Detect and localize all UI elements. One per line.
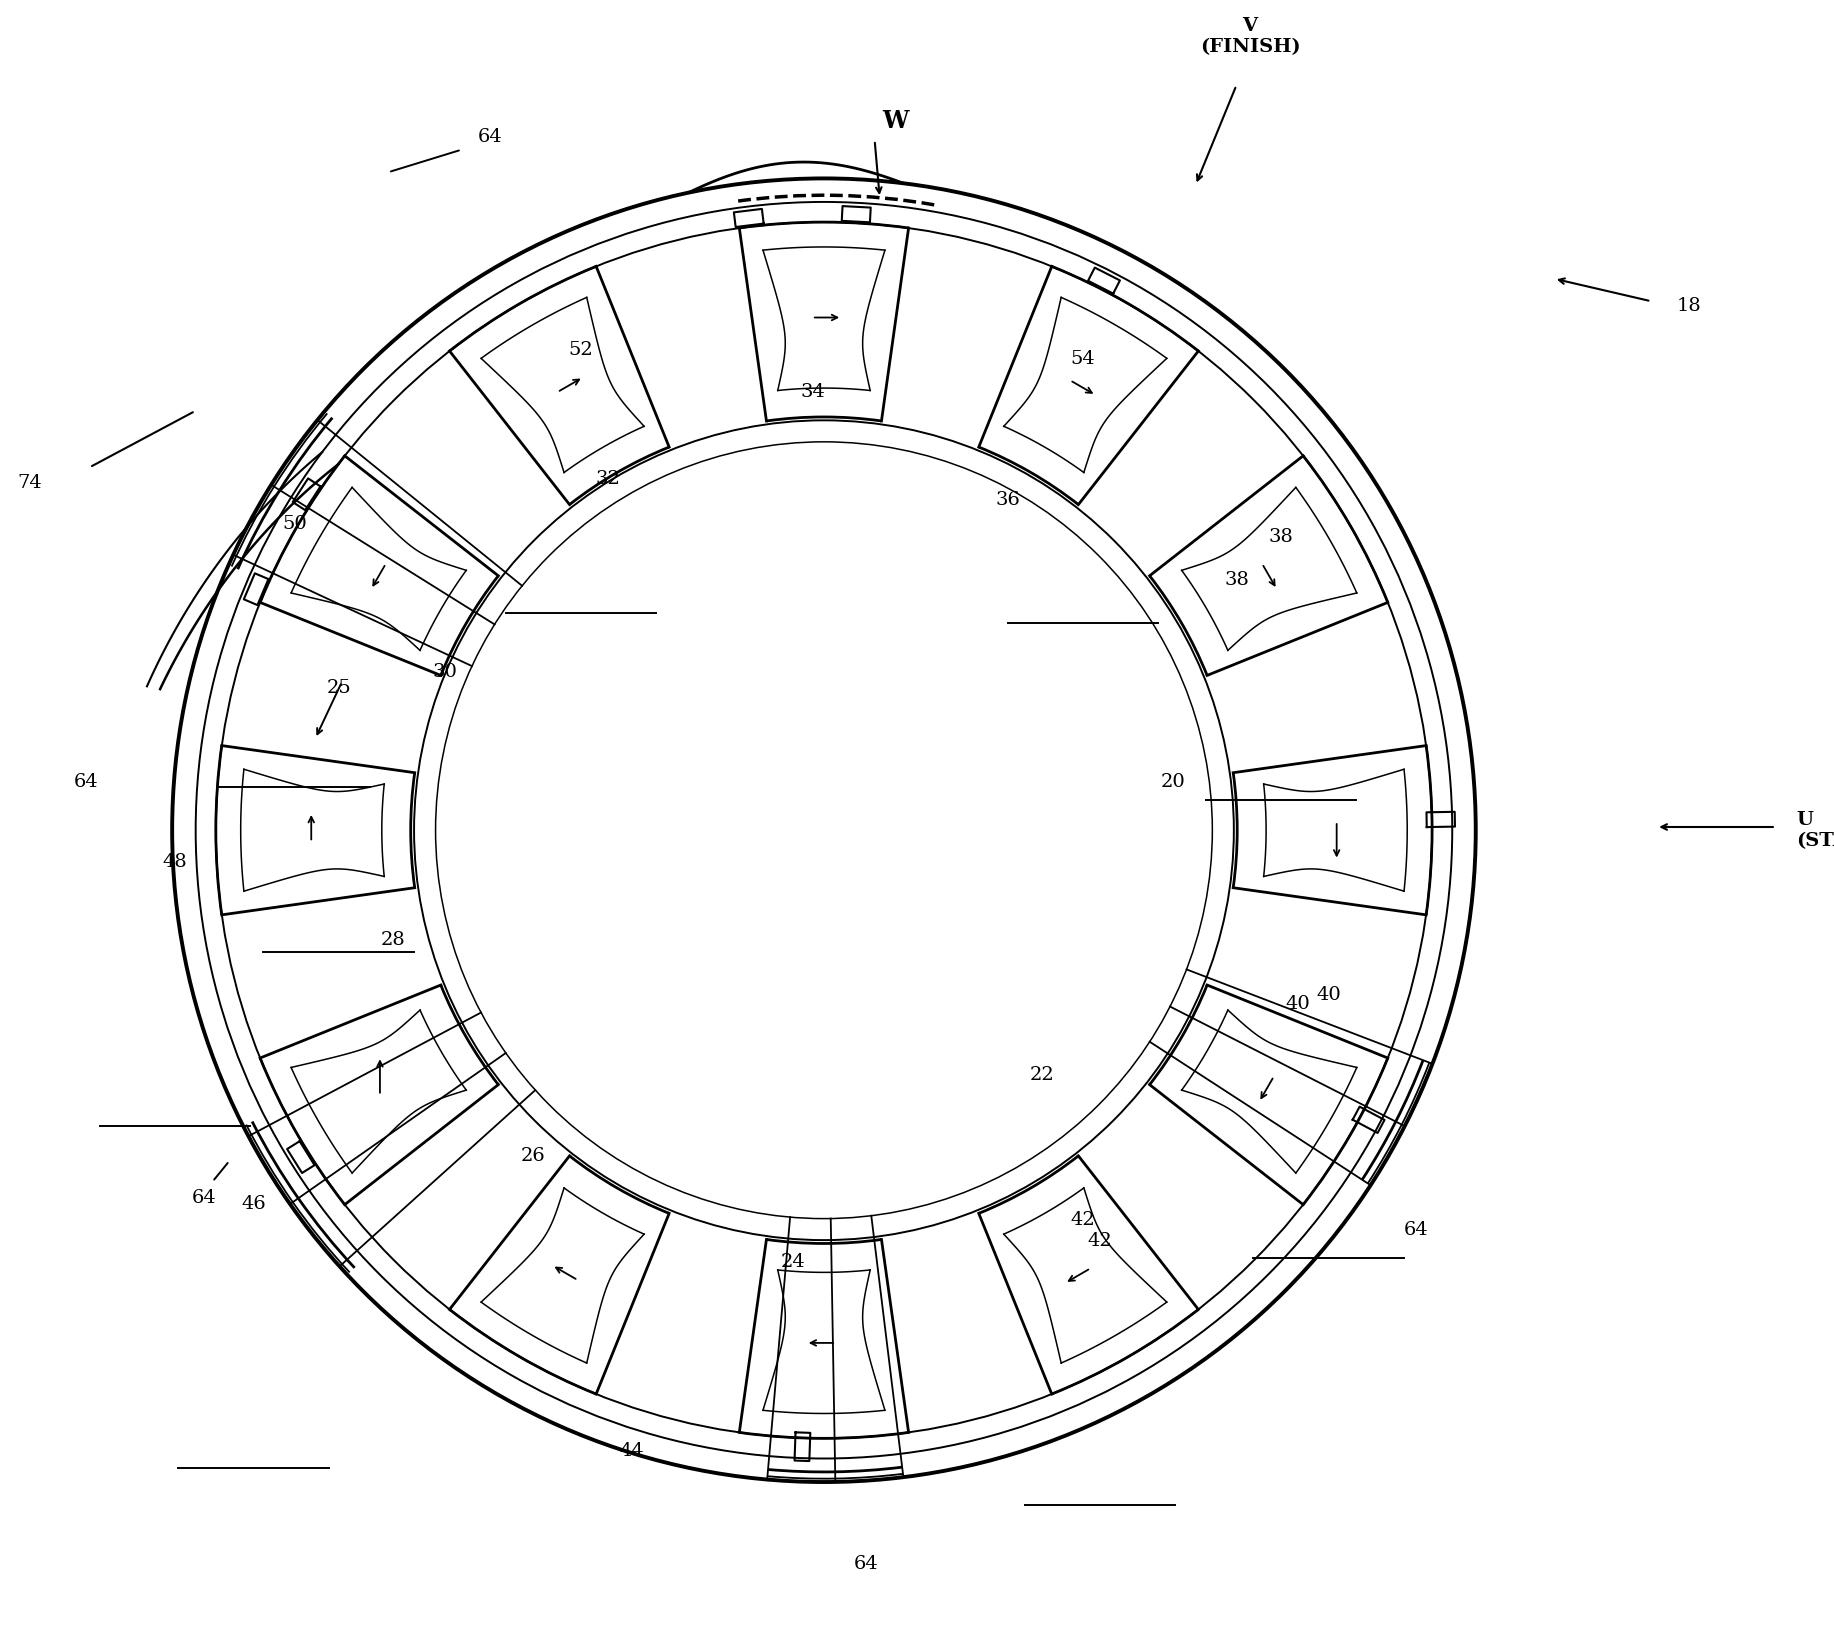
Text: 38: 38 [1269, 527, 1293, 545]
Text: 30: 30 [433, 664, 457, 682]
Text: 42: 42 [1088, 1232, 1111, 1250]
Text: 64: 64 [1403, 1220, 1429, 1239]
Text: 50: 50 [282, 516, 306, 534]
Text: 40: 40 [1317, 985, 1341, 1003]
Text: 44: 44 [620, 1443, 644, 1461]
Text: 24: 24 [779, 1253, 805, 1271]
Text: V
(FINISH): V (FINISH) [1199, 18, 1300, 56]
Text: 48: 48 [163, 853, 187, 871]
Text: 34: 34 [801, 382, 825, 400]
Text: 64: 64 [479, 128, 503, 145]
Text: 22: 22 [1029, 1066, 1055, 1084]
Text: 54: 54 [1071, 351, 1095, 369]
Text: 52: 52 [569, 341, 594, 359]
Text: U
(START): U (START) [1795, 810, 1834, 850]
Text: 20: 20 [1161, 772, 1187, 791]
Text: 38: 38 [1223, 572, 1249, 590]
Text: 46: 46 [240, 1196, 266, 1214]
Text: 26: 26 [521, 1146, 547, 1164]
Text: 64: 64 [853, 1555, 878, 1573]
Text: 36: 36 [996, 491, 1020, 509]
Text: 28: 28 [381, 931, 405, 949]
Text: 25: 25 [326, 679, 350, 697]
Text: 40: 40 [1286, 995, 1309, 1013]
Text: 64: 64 [193, 1189, 216, 1207]
Text: 32: 32 [596, 469, 620, 488]
Text: 42: 42 [1071, 1212, 1095, 1230]
Text: 18: 18 [1676, 296, 1702, 315]
Text: 64: 64 [73, 772, 97, 791]
Text: W: W [882, 109, 908, 133]
Text: 74: 74 [17, 474, 42, 492]
